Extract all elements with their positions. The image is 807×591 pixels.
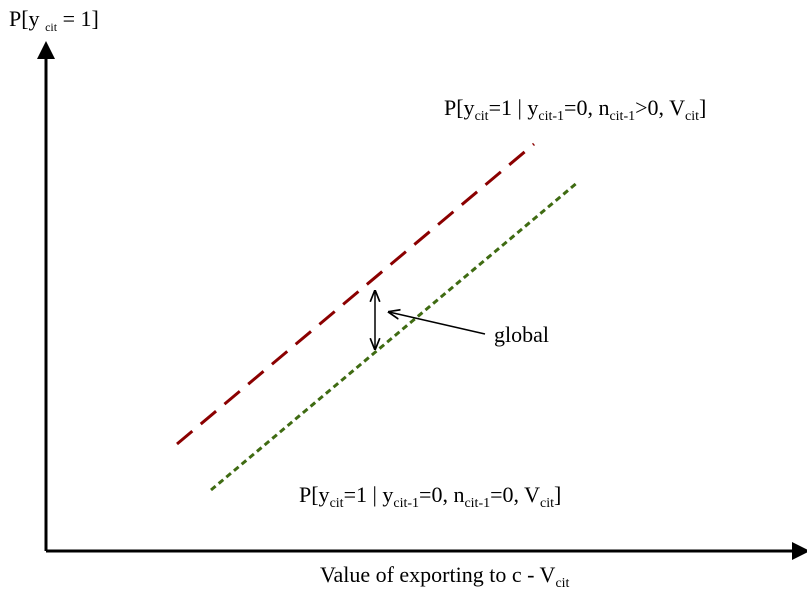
upper-probability-line — [176, 142, 535, 446]
x-axis-label: Value of exporting to c - Vcit — [320, 562, 570, 591]
gap-annotation-label: global — [494, 322, 549, 347]
upper-curve-label: P[ycit=1 | ycit-1=0, ncit-1>0, Vcit] — [444, 95, 707, 124]
y-axis-label: P[y cit = 1] — [9, 6, 99, 34]
lower-curve-label: P[ycit=1 | ycit-1=0, ncit-1=0, Vcit] — [299, 482, 562, 511]
global-pointer-arrow — [389, 312, 486, 335]
